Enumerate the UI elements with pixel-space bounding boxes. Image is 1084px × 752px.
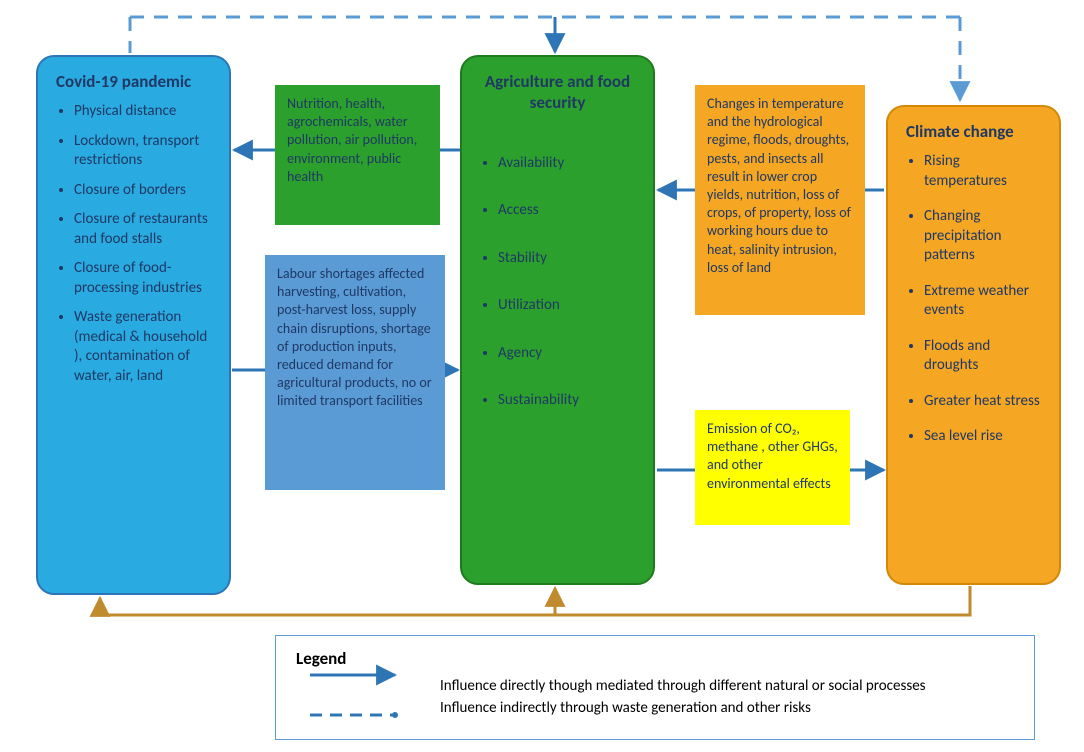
- list-item: Stability: [498, 249, 635, 269]
- list-item: Extreme weather events: [924, 282, 1041, 321]
- list-item: Utilization: [498, 296, 635, 316]
- agri-title: Agriculture and food security: [480, 71, 635, 114]
- list-item: Closure of borders: [74, 181, 211, 201]
- list-item: Sustainability: [498, 391, 635, 411]
- legend-row2-label: Influence indirectly through waste gener…: [440, 699, 811, 717]
- list-item: Closure of food-processing industries: [74, 259, 211, 298]
- covid-box: Covid-19 pandemic Physical distance Lock…: [36, 55, 231, 595]
- orange-note: Changes in temperature and the hydrologi…: [695, 85, 865, 315]
- climate-title: Climate change: [906, 121, 1041, 142]
- list-item: Changing precipitation patterns: [924, 207, 1041, 266]
- list-item: Closure of restaurants and food stalls: [74, 210, 211, 249]
- orange-to-covid-arrow: [100, 586, 970, 615]
- list-item: Waste generation (medical & household ),…: [74, 308, 211, 386]
- legend-title: Legend: [296, 648, 1014, 669]
- covid-list: Physical distance Lockdown, transport re…: [56, 102, 211, 386]
- blue-note: Labour shortages affected harvesting, cu…: [265, 255, 445, 490]
- list-item: Physical distance: [74, 102, 211, 122]
- list-item: Sea level rise: [924, 427, 1041, 447]
- covid-title: Covid-19 pandemic: [56, 71, 211, 92]
- list-item: Availability: [498, 154, 635, 174]
- agri-box: Agriculture and food security Availabili…: [460, 55, 655, 585]
- green-note: Nutrition, health, agrochemicals, water …: [275, 85, 440, 225]
- list-item: Lockdown, transport restrictions: [74, 132, 211, 171]
- yellow-note: Emission of CO₂, methane , other GHGs, a…: [695, 410, 850, 525]
- list-item: Greater heat stress: [924, 392, 1041, 412]
- list-item: Rising temperatures: [924, 152, 1041, 191]
- climate-box: Climate change Rising temperatures Chang…: [886, 105, 1061, 585]
- agri-list: Availability Access Stability Utilizatio…: [480, 154, 635, 411]
- list-item: Floods and droughts: [924, 337, 1041, 376]
- list-item: Access: [498, 201, 635, 221]
- list-item: Agency: [498, 344, 635, 364]
- climate-list: Rising temperatures Changing precipitati…: [906, 152, 1041, 447]
- legend-row1-label: Influence directly though mediated throu…: [440, 677, 926, 695]
- legend-box: Legend Influence directly though mediate…: [275, 635, 1035, 740]
